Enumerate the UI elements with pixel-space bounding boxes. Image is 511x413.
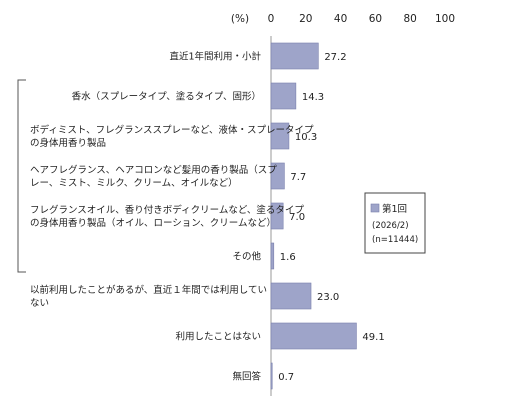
data-label: 23.0 xyxy=(317,292,339,303)
category-label: その他 xyxy=(232,251,261,263)
data-label: 1.6 xyxy=(280,252,296,263)
legend-series-name: 第1回 xyxy=(382,203,407,215)
x-tick-label: 80 xyxy=(404,13,417,25)
data-label: 10.3 xyxy=(295,132,317,143)
bar xyxy=(270,362,273,390)
bar xyxy=(270,42,319,70)
data-label: 0.7 xyxy=(278,372,294,383)
data-label: 49.1 xyxy=(362,332,384,343)
category-label: ヘアフレグランス、ヘアコロンなど髪用の香り製品（スプ xyxy=(30,164,277,176)
category-label: 以前利用したことがあるが、直近１年間では利用してい xyxy=(30,284,267,296)
x-tick-label: 0 xyxy=(268,13,275,25)
x-tick-label: 20 xyxy=(299,13,312,25)
data-label: 14.3 xyxy=(302,92,324,103)
category-label: レー、ミスト、ミルク、クリーム、オイルなど） xyxy=(30,177,238,189)
data-label: 7.7 xyxy=(290,172,306,183)
bar xyxy=(270,202,284,230)
category-label: ない xyxy=(30,298,49,309)
data-label: 27.2 xyxy=(324,52,346,63)
data-label: 7.0 xyxy=(289,212,305,223)
category-label: の身体用香り製品 xyxy=(30,137,106,149)
x-tick-label: 100 xyxy=(435,13,455,25)
bar xyxy=(270,82,297,110)
bar xyxy=(270,122,290,150)
category-label: ボディミスト、フレグランススプレーなど、液体・スプレータイプ xyxy=(30,124,314,136)
legend-swatch xyxy=(370,203,380,213)
category-label: 無回答 xyxy=(232,371,261,383)
category-label: の身体用香り製品（オイル、ローション、クリームなど） xyxy=(30,217,276,229)
x-tick-label: 40 xyxy=(334,13,347,25)
bar xyxy=(270,162,285,190)
category-label: 利用したことはない xyxy=(175,331,261,343)
category-label: 直近1年間利用・小計 xyxy=(169,51,261,63)
category-label: 香水（スプレータイプ、塗るタイプ、固形） xyxy=(72,91,261,103)
legend-sample-size: (n=11444) xyxy=(372,235,418,245)
unit-label: (%) xyxy=(231,13,249,25)
bar xyxy=(270,322,357,350)
x-tick-label: 60 xyxy=(369,13,382,25)
category-label: フレグランスオイル、香り付きボディクリームなど、塗るタイプ xyxy=(30,204,304,216)
bar xyxy=(270,282,312,310)
legend-box xyxy=(364,192,426,254)
legend-date: (2026/2) xyxy=(372,221,409,231)
bar xyxy=(270,242,275,270)
group-bracket xyxy=(17,79,26,273)
